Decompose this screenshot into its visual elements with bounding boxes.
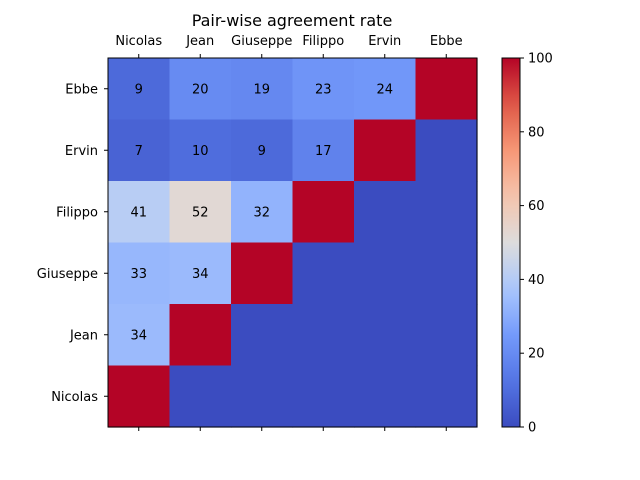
colorbar: 0 20 40 60 80 100 [501,52,553,436]
heatmap-cell-ervin-ebbe [415,119,478,182]
heatmap-cell-filippo-filippo [292,181,355,244]
colorbar-tick-label: 100 [528,52,553,67]
heatmap-cell-giuseppe-nicolas [108,242,171,305]
x-tick-label: Filippo [302,34,344,49]
heatmap-cell-ervin-ervin [354,119,417,182]
heatmap-cell-giuseppe-filippo [292,242,355,305]
cell-value-label: 24 [376,82,393,97]
heatmap-cell-ervin-giuseppe [231,119,294,182]
heatmap-cell-filippo-jean [169,181,232,244]
plot-frame [107,57,478,428]
y-tick-label: Ervin [65,144,98,159]
colorbar-tick-label: 20 [528,347,545,362]
heatmap-cell-ervin-filippo [292,119,355,182]
heatmap-cell-ebbe-ervin [354,58,417,121]
heatmap-cell-filippo-ebbe [415,181,478,244]
colorbar-gradient [501,57,521,428]
x-tick-label: Jean [185,34,214,49]
heatmap-cell-ervin-nicolas [108,119,171,182]
cell-value-label: 17 [315,144,332,159]
heatmap-cell-ebbe-giuseppe [231,58,294,121]
heatmap-cell-jean-ervin [354,304,417,367]
heatmap-cell-jean-filippo [292,304,355,367]
cell-value-label: 32 [253,205,270,220]
heatmap-cell-giuseppe-jean [169,242,232,305]
cell-value-label: 9 [135,82,143,97]
heatmap-cell-nicolas-nicolas [108,365,171,428]
cell-value-label: 9 [258,144,266,159]
heatmap-cell-ervin-jean [169,119,232,182]
heatmap-cell-nicolas-filippo [292,365,355,428]
heatmap-cell-giuseppe-ervin [354,242,417,305]
colorbar-tick-label: 0 [528,421,536,436]
heatmap-cell-filippo-giuseppe [231,181,294,244]
heatmap-cell-nicolas-jean [169,365,232,428]
cell-value-label: 20 [192,82,209,97]
y-tick-label: Ebbe [65,82,98,97]
colorbar-tick-label: 80 [528,125,545,140]
cell-value-label: 10 [192,144,209,159]
heatmap-cell-nicolas-ervin [354,365,417,428]
cell-value-label: 34 [130,328,147,343]
heatmap-cell-jean-giuseppe [231,304,294,367]
x-tick-label: Giuseppe [231,34,292,49]
cell-value-label: 34 [192,267,209,282]
x-tick-label: Nicolas [115,34,162,49]
cell-value-label: 41 [130,205,147,220]
x-tick-label: Ervin [368,34,401,49]
cell-value-label: 23 [315,82,332,97]
colorbar-tick-label: 60 [528,199,545,214]
heatmap-cell-ebbe-jean [169,58,232,121]
heatmap-cell-filippo-ervin [354,181,417,244]
heatmap-cell-giuseppe-giuseppe [231,242,294,305]
heatmap-cell-nicolas-ebbe [415,365,478,428]
colorbar-tick-label: 40 [528,273,545,288]
heatmap-cell-ebbe-ebbe [415,58,478,121]
y-axis: Ebbe Ervin Filippo Giuseppe Jean Nicolas [37,82,108,405]
y-tick-label: Giuseppe [37,267,98,282]
heatmap-cell-jean-nicolas [108,304,171,367]
x-axis: Nicolas Jean Giuseppe Filippo Ervin Ebbe [115,34,463,431]
heatmap-cell-giuseppe-ebbe [415,242,478,305]
chart-title: Pair-wise agreement rate [192,11,393,30]
cell-value-label: 7 [135,144,143,159]
heatmap-cell-ebbe-nicolas [108,58,171,121]
heatmap-cell-ebbe-filippo [292,58,355,121]
y-tick-label: Jean [69,328,98,343]
heatmap-cells [108,58,478,428]
y-tick-label: Nicolas [51,390,98,405]
y-tick-label: Filippo [56,205,98,220]
x-tick-label: Ebbe [430,34,463,49]
heatmap-cell-filippo-nicolas [108,181,171,244]
cell-value-label: 52 [192,205,209,220]
heatmap-cell-labels: 9 20 19 23 24 7 10 9 17 41 52 32 33 34 34 [130,82,393,343]
heatmap-cell-nicolas-giuseppe [231,365,294,428]
heatmap-cell-jean-jean [169,304,232,367]
cell-value-label: 19 [253,82,270,97]
heatmap-cell-jean-ebbe [415,304,478,367]
cell-value-label: 33 [130,267,147,282]
